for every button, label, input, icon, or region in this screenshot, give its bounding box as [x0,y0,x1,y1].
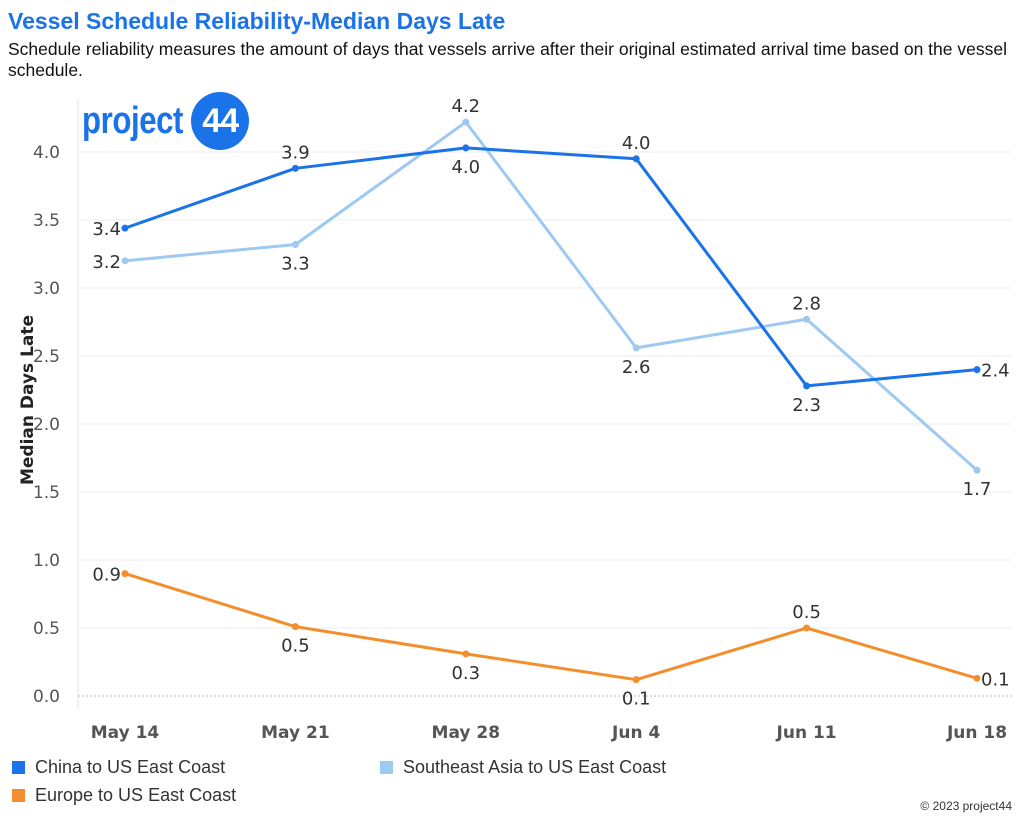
series-line [124,572,978,682]
data-point [121,224,129,232]
data-label: 0.9 [92,565,121,586]
data-label: 0.1 [981,669,1010,690]
grid-lines [77,100,1012,708]
data-label: 2.6 [622,357,651,378]
data-label: 0.3 [451,663,480,684]
data-label: 2.3 [792,395,821,416]
data-point [803,382,811,390]
data-label: 3.4 [92,219,121,240]
data-point [462,650,470,658]
legend-item-southeast-asia[interactable]: Southeast Asia to US East Coast [380,757,666,778]
x-tick-label: Jun 11 [776,723,837,743]
y-tick-label: 3.0 [33,279,60,299]
legend-swatch-china [12,761,25,774]
x-axis: May 14 May 21 May 28 Jun 4 Jun 11 Jun 18 [91,723,1007,743]
y-tick-label: 2.5 [33,347,60,367]
legend-label-china: China to US East Coast [35,757,226,777]
project44-logo: project 44 [82,92,250,150]
data-label: 4.0 [622,133,651,154]
y-tick-label: 1.0 [33,551,60,571]
data-label: 4.0 [451,157,480,178]
chart-subtitle: Schedule reliability measures the amount… [8,39,1007,80]
y-tick-label: 1.5 [33,483,60,503]
y-tick-label: 0.0 [33,687,60,707]
data-point [973,466,981,474]
legend-item-europe[interactable]: Europe to US East Coast [12,785,236,806]
legend-item-china[interactable]: China to US East Coast [12,757,225,778]
x-tick-label: Jun 4 [611,723,660,743]
y-tick-label: 0.5 [33,619,60,639]
data-label: 2.4 [981,361,1010,382]
data-point [632,155,640,163]
chart-title: Vessel Schedule Reliability-Median Days … [8,8,506,34]
data-label: 1.7 [963,479,992,500]
data-point [291,623,299,631]
data-label: 0.1 [622,689,651,710]
data-point [121,570,129,578]
legend-swatch-europe [12,789,25,802]
data-label: 2.8 [792,293,821,314]
y-tick-label: 3.5 [33,211,60,231]
legend-label-europe: Europe to US East Coast [35,785,237,805]
x-tick-label: May 14 [91,723,160,743]
x-tick-label: May 21 [261,723,330,743]
y-axis: 0.0 0.5 1.0 1.5 2.0 2.5 3.0 3.5 4.0 [33,143,60,707]
data-label: 4.2 [451,96,480,117]
data-point [973,366,981,374]
data-label: 3.3 [281,253,310,274]
data-label: 3.2 [92,252,121,273]
data-point [632,676,640,684]
data-point [291,240,299,248]
series-line [124,120,978,472]
series-line [124,146,978,388]
data-point [121,257,129,265]
series-lines [121,118,981,684]
data-point [632,344,640,352]
data-point [803,624,811,632]
data-label: 3.9 [281,142,310,163]
logo-text: project [82,99,184,142]
data-label: 0.5 [281,636,310,657]
logo-number: 44 [191,92,250,150]
y-tick-label: 2.0 [33,415,60,435]
y-axis-label: Median Days Late [18,315,38,485]
x-tick-label: May 28 [432,723,501,743]
x-tick-label: Jun 18 [946,723,1007,743]
data-point [803,315,811,323]
legend-swatch-southeast-asia [380,761,393,774]
data-point [462,118,470,126]
data-point [291,164,299,172]
data-point [973,674,981,682]
y-tick-label: 4.0 [33,143,60,163]
legend-label-southeast-asia: Southeast Asia to US East Coast [403,757,667,777]
data-point [462,144,470,152]
data-label: 0.5 [792,602,821,623]
copyright-notice: © 2023 project44 [920,799,1012,813]
data-labels: 3.4 3.9 4.0 4.0 2.3 2.4 3.2 3.3 4.2 2.6 2.8 1.7 0.9 0… [92,96,1009,710]
